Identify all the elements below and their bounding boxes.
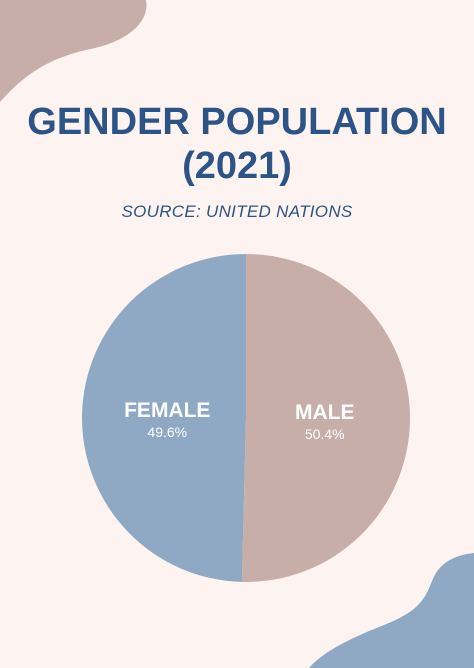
slice-label-female: FEMALE (124, 399, 210, 422)
decorative-blob-bottom-right (309, 553, 474, 668)
pie-slice-female (82, 254, 246, 582)
slice-value-female: 49.6% (147, 424, 187, 440)
pie-slice-male (241, 254, 411, 582)
chart-subtitle: SOURCE: UNITED NATIONS (121, 202, 353, 221)
page-title: GENDER POPULATION (2021) (0, 100, 474, 188)
slice-label-male: MALE (295, 401, 355, 424)
title-line-1: GENDER POPULATION (27, 101, 447, 143)
slice-value-male: 50.4% (305, 426, 345, 442)
title-line-2: (2021) (182, 145, 292, 187)
decorative-blob-top-left (0, 0, 147, 102)
